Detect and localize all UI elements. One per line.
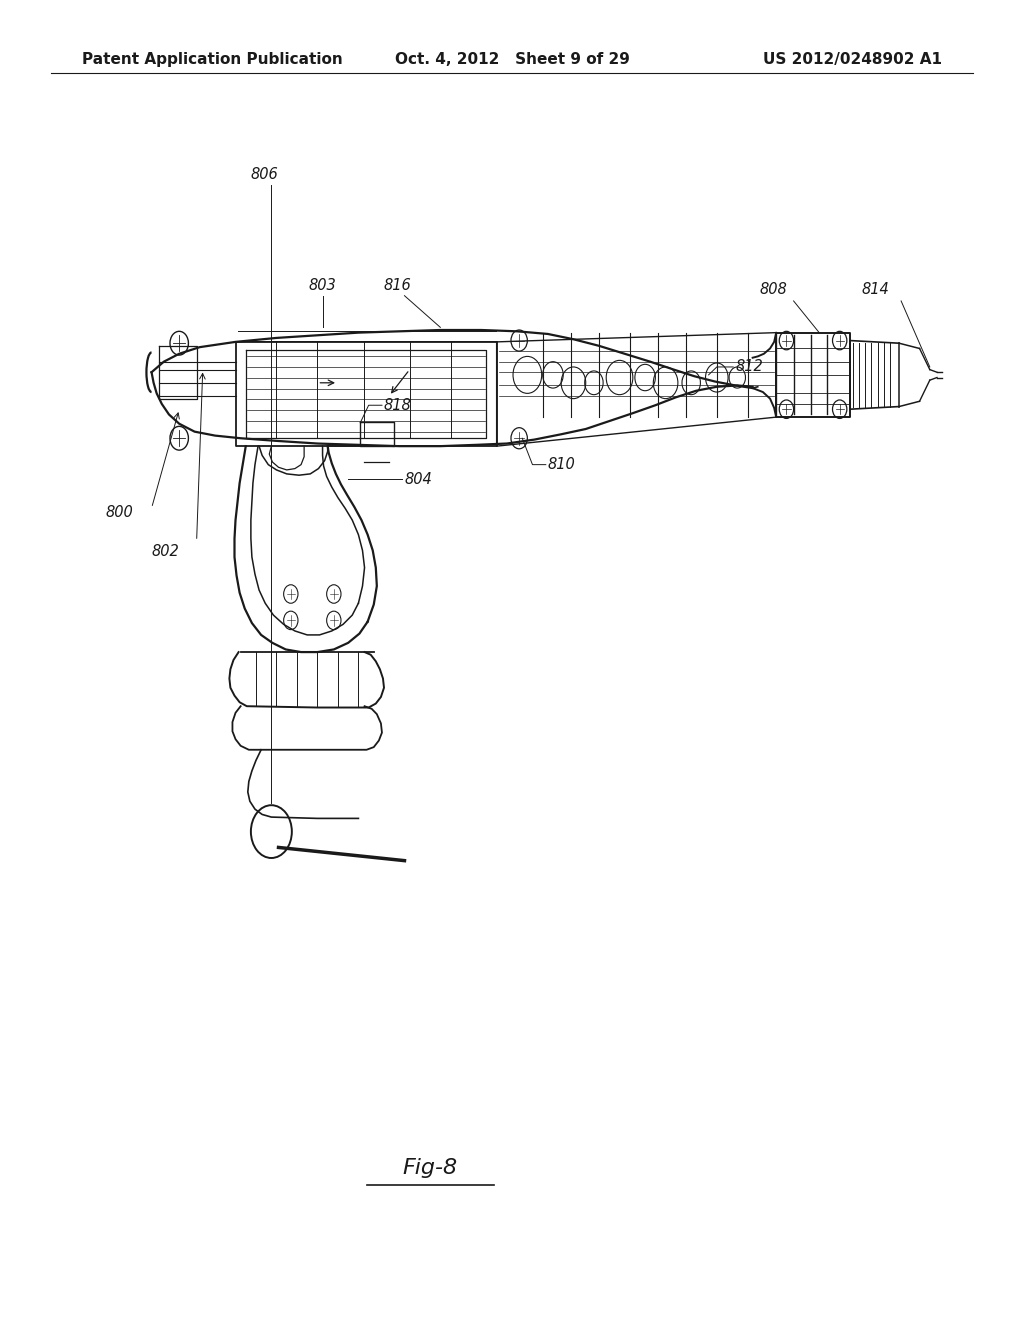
Text: 812: 812 — [735, 359, 763, 375]
Text: 802: 802 — [152, 544, 179, 560]
Text: 800: 800 — [105, 504, 133, 520]
Text: 814: 814 — [861, 282, 890, 297]
Text: 806: 806 — [250, 166, 279, 182]
Text: 808: 808 — [759, 282, 787, 297]
Text: 810: 810 — [548, 457, 575, 473]
Text: 816: 816 — [383, 279, 412, 293]
Text: 803: 803 — [308, 279, 337, 293]
Text: Oct. 4, 2012   Sheet 9 of 29: Oct. 4, 2012 Sheet 9 of 29 — [394, 51, 630, 67]
Text: Fig-8: Fig-8 — [402, 1158, 458, 1179]
Text: 818: 818 — [384, 397, 412, 413]
Text: US 2012/0248902 A1: US 2012/0248902 A1 — [763, 51, 942, 67]
Text: 804: 804 — [404, 471, 432, 487]
Text: Patent Application Publication: Patent Application Publication — [82, 51, 343, 67]
